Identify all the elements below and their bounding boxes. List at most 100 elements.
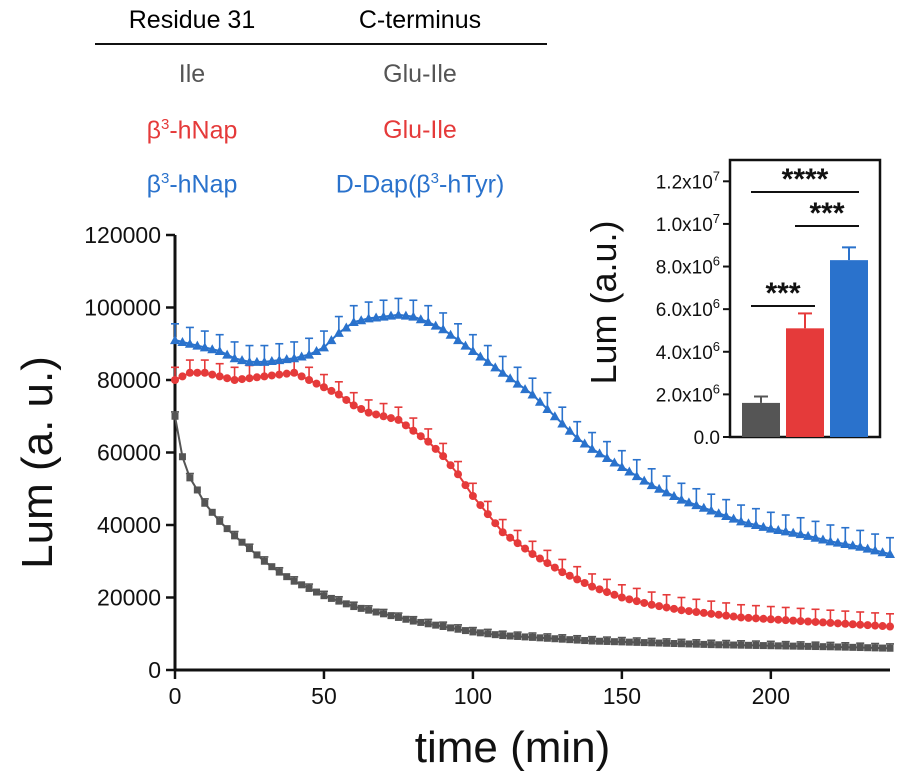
data-point xyxy=(283,573,291,581)
data-point xyxy=(184,338,195,348)
data-point xyxy=(670,639,678,647)
data-point xyxy=(543,634,551,642)
data-point xyxy=(326,335,337,345)
data-point xyxy=(713,508,724,518)
data-point xyxy=(199,342,210,352)
data-point xyxy=(341,322,352,332)
data-point xyxy=(289,353,300,363)
data-point xyxy=(385,310,396,320)
data-point xyxy=(484,630,492,638)
data-point xyxy=(595,585,604,594)
y-axis-title: Lum (a. u.) xyxy=(13,356,62,569)
data-point xyxy=(223,525,231,533)
data-point xyxy=(758,521,769,531)
data-point xyxy=(878,622,887,631)
legend-divider xyxy=(95,43,547,45)
data-point xyxy=(268,563,276,571)
data-point xyxy=(654,483,665,493)
data-point xyxy=(565,571,574,580)
legend-table: Residue 31 C-terminus Ile Glu-Ile β3-hNa… xyxy=(0,0,600,220)
x-tick-label: 100 xyxy=(454,683,492,709)
data-point xyxy=(387,612,395,620)
significance-label: *** xyxy=(765,277,800,310)
data-point xyxy=(439,452,448,461)
data-point xyxy=(542,404,553,413)
data-point xyxy=(870,545,881,555)
data-point xyxy=(482,356,493,366)
data-point xyxy=(461,481,470,490)
data-point xyxy=(349,401,358,410)
data-point xyxy=(862,543,873,553)
data-point xyxy=(327,594,335,602)
data-point xyxy=(625,638,633,646)
data-point xyxy=(588,582,597,591)
data-point xyxy=(304,349,315,359)
data-point xyxy=(676,494,687,504)
data-point xyxy=(312,379,321,388)
data-point xyxy=(498,528,507,537)
data-point xyxy=(423,317,434,326)
data-point xyxy=(833,619,842,628)
data-point xyxy=(810,532,821,542)
data-point xyxy=(849,643,857,651)
data-point xyxy=(535,554,544,563)
data-point xyxy=(260,372,269,381)
data-point xyxy=(364,408,373,417)
data-point xyxy=(506,632,514,640)
legend-row3-residue: β3-hNap xyxy=(146,170,238,199)
data-point xyxy=(372,410,381,419)
data-point xyxy=(796,617,805,626)
data-point xyxy=(305,584,313,592)
inset-y-axis-title: Lum (a.u.) xyxy=(583,220,624,384)
x-tick-label: 200 xyxy=(752,683,790,709)
data-point xyxy=(721,510,732,520)
data-point xyxy=(311,346,322,355)
data-point xyxy=(863,621,872,630)
data-point xyxy=(722,641,730,649)
data-point xyxy=(386,414,395,423)
data-point xyxy=(617,593,626,602)
data-point xyxy=(454,625,462,633)
data-point xyxy=(655,602,664,611)
data-point xyxy=(752,641,760,649)
data-point xyxy=(506,533,515,542)
data-point xyxy=(327,386,336,395)
data-point xyxy=(215,372,224,381)
data-point xyxy=(259,356,270,366)
data-point xyxy=(663,639,671,647)
data-point xyxy=(864,644,872,652)
data-point xyxy=(245,545,253,553)
data-point xyxy=(572,433,583,442)
data-point xyxy=(424,620,432,628)
data-point xyxy=(691,500,702,510)
data-point xyxy=(780,526,791,536)
data-point xyxy=(759,642,767,650)
data-point xyxy=(282,369,291,378)
data-point xyxy=(826,643,834,651)
data-point xyxy=(841,619,850,628)
data-point xyxy=(371,312,382,322)
data-point xyxy=(765,523,776,533)
data-point xyxy=(460,340,471,350)
data-point xyxy=(728,513,739,523)
data-point xyxy=(342,395,351,404)
data-point xyxy=(244,356,255,366)
data-point xyxy=(707,641,715,649)
data-point xyxy=(624,466,635,476)
inset-y-tick-label: 2.0x106 xyxy=(656,381,720,406)
data-point xyxy=(393,309,404,319)
data-point xyxy=(677,606,686,615)
data-point xyxy=(529,633,536,641)
data-point xyxy=(222,349,233,359)
data-point xyxy=(596,637,604,645)
data-point xyxy=(333,327,344,337)
data-point xyxy=(305,376,314,384)
data-point xyxy=(610,590,619,599)
data-point xyxy=(400,310,411,320)
data-point xyxy=(348,317,359,326)
data-point xyxy=(744,613,753,622)
data-point xyxy=(491,631,499,639)
data-point xyxy=(357,604,365,612)
data-point xyxy=(662,603,671,612)
